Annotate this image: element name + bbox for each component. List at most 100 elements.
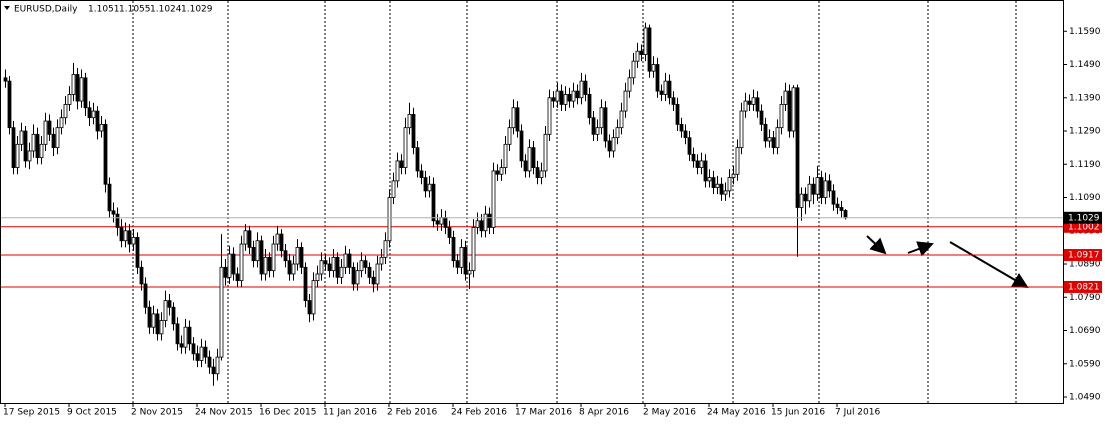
candle-body [11, 127, 16, 168]
candle-body [91, 110, 96, 119]
candle-body [19, 130, 24, 145]
candle-body [831, 190, 836, 205]
candle-body [351, 266, 356, 285]
candle-body [115, 213, 120, 228]
candle-body [423, 177, 428, 192]
candle-body [119, 227, 124, 242]
arrow [866, 235, 887, 255]
x-tick-label: 2 Feb 2016 [387, 408, 438, 418]
candle-body [727, 177, 732, 192]
candle-body [55, 127, 60, 149]
x-tick-label: 24 Nov 2015 [195, 408, 253, 418]
candle-body [199, 346, 204, 361]
candle-body [631, 60, 636, 79]
x-tick-label: 16 Dec 2015 [259, 408, 317, 418]
candle-body [643, 27, 648, 55]
candle-body [835, 203, 840, 208]
candle-body [75, 74, 80, 102]
candle-body [579, 80, 584, 99]
candle-body [591, 117, 596, 135]
header: EURUSD,Daily 1.1051 1.1055 1.1024 1.1029 [4, 5, 213, 15]
candle-body [535, 167, 540, 178]
candle-body [251, 246, 256, 262]
candle-body [791, 87, 796, 132]
candle-body [819, 177, 824, 198]
plot-frame [0, 0, 1064, 404]
candle-body [759, 110, 764, 125]
candle-body [407, 113, 412, 129]
chart-title: EURUSD,Daily [14, 5, 78, 15]
candle-body [367, 266, 372, 278]
candle-body [31, 133, 36, 152]
y-tick-label: 1.1390 [1069, 93, 1101, 103]
candle-body [607, 140, 612, 152]
candle-body [107, 183, 112, 212]
candle-body [483, 213, 488, 232]
candle-body [43, 120, 48, 145]
x-tick-label: 11 Jan 2016 [323, 408, 377, 418]
candle-body [399, 160, 404, 168]
candle-body [203, 346, 208, 358]
candle-body [239, 243, 244, 282]
candle-body [307, 300, 312, 315]
y-tick-label: 1.0490 [1069, 393, 1101, 403]
candle-body [363, 260, 368, 268]
candle-body [327, 263, 332, 272]
candle-body [611, 137, 616, 152]
last-open: 1.1051 [88, 5, 120, 15]
candle-body [395, 160, 400, 182]
candle-body [531, 147, 536, 168]
candle-body [739, 110, 744, 149]
candle-body [23, 130, 28, 162]
candle-body [827, 180, 832, 192]
header-icon [4, 6, 10, 10]
candle-body [751, 97, 756, 105]
candle-body [435, 220, 440, 225]
candle-body [599, 107, 604, 129]
candle-body [191, 343, 196, 355]
candle-body [279, 233, 284, 252]
y-tick-label: 1.0890 [1069, 260, 1101, 270]
drawn-arrows [866, 235, 1029, 289]
candle-body [811, 183, 816, 195]
candle-body [699, 160, 704, 168]
arrow [949, 241, 1029, 289]
candle-body [467, 270, 472, 275]
candle-body [439, 217, 444, 225]
candle-body [723, 190, 728, 195]
candle-body [355, 270, 360, 285]
candle-body [171, 306, 176, 325]
candle-body [135, 237, 140, 268]
candle-body [839, 207, 844, 211]
candle-body [403, 127, 408, 168]
candle-body [35, 133, 40, 159]
candle-body [287, 260, 292, 275]
candle-body [175, 323, 180, 345]
candle-body [187, 326, 192, 345]
candle-body [419, 170, 424, 178]
candle-body [647, 27, 652, 72]
candle-body [139, 266, 144, 285]
arrow [907, 241, 934, 257]
candle-body [527, 147, 532, 172]
candle-body [87, 107, 92, 119]
candle-body [511, 107, 516, 129]
candle-body [495, 170, 500, 175]
x-tick-label: 7 Jul 2016 [835, 408, 880, 418]
candle-body [259, 240, 264, 275]
candle-body [379, 256, 384, 265]
candle-body [123, 230, 128, 242]
candle-body [83, 77, 88, 109]
y-tick-label: 1.1090 [1069, 193, 1101, 203]
candle-body [427, 183, 432, 192]
last-high: 1.1055 [119, 5, 151, 15]
level-label: 1.0821 [1068, 282, 1100, 292]
y-tick-label: 1.1290 [1069, 127, 1101, 137]
candle-body [543, 133, 548, 172]
y-tick-label: 1.1490 [1069, 60, 1101, 70]
candle-body [667, 80, 672, 99]
candle-body [803, 193, 808, 202]
candle-body [775, 127, 780, 149]
candle-body [159, 320, 164, 335]
candle-body [151, 313, 156, 328]
